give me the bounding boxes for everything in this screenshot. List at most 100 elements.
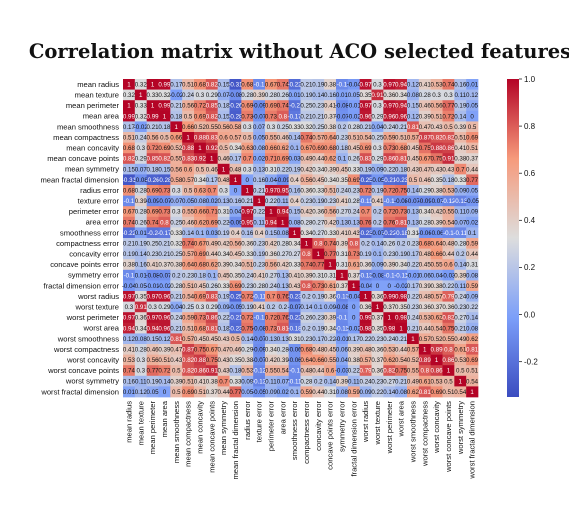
heatmap-cell (194, 174, 207, 186)
heatmap-cell (205, 354, 219, 366)
heatmap-cell (442, 206, 455, 218)
heatmap-cell (418, 238, 432, 249)
heatmap-cell (312, 110, 325, 122)
heatmap-cell (241, 132, 254, 143)
cell-value-label: 0.51 (241, 262, 254, 269)
cell-value-label: 0.24 (182, 92, 195, 99)
cell-value-label: 0.28 (135, 209, 148, 216)
cell-value-label: 0.69 (360, 145, 373, 152)
heatmap-cell (347, 163, 361, 175)
cell-value-label: 0.33 (454, 177, 467, 184)
heatmap-cell (182, 248, 195, 260)
cell-value-label: 0.16 (289, 188, 302, 195)
heatmap-cell (347, 354, 361, 366)
cell-value-label: 0.59 (466, 241, 479, 248)
cell-value-label: 0.47 (170, 347, 183, 354)
heatmap-cell (300, 259, 313, 271)
cell-value-label: -0.01 (335, 336, 350, 343)
cell-value-label: 0.04 (170, 304, 183, 311)
cell-value-label: 0.75 (206, 357, 219, 364)
cell-value-label: 0.07 (170, 198, 183, 205)
cell-value-label: 0.86 (442, 145, 455, 152)
heatmap-cell (336, 163, 349, 175)
heatmap-cell (194, 132, 207, 143)
cell-value-label: 0.13 (336, 219, 349, 226)
cell-value-label: -0.31 (228, 82, 243, 89)
cell-value-label: 0.28 (170, 283, 183, 290)
heatmap-cell (336, 206, 349, 218)
cell-value-label: 0.57 (419, 336, 432, 343)
heatmap-cell (383, 110, 396, 122)
heatmap-cell (205, 89, 219, 101)
heatmap-cell (300, 269, 313, 281)
heatmap-cell (170, 132, 183, 143)
cell-value-label: 0.69 (312, 145, 325, 152)
heatmap-cell (146, 132, 159, 143)
heatmap-cell (407, 248, 420, 260)
cell-value-label: 0.14 (454, 113, 467, 120)
row-tick-label: radius error (80, 186, 119, 195)
heatmap-cell (407, 132, 420, 143)
cell-value-label: 0.19 (312, 325, 325, 332)
cell-value-label: -0.13 (335, 294, 350, 301)
heatmap-cell (276, 248, 290, 260)
cell-value-label: 0.41 (123, 347, 136, 354)
cell-value-label: 0.6 (184, 166, 193, 173)
cell-value-label: 0.22 (360, 336, 373, 343)
heatmap-cell (158, 227, 171, 239)
colorbar-tick-label: 0.6 (524, 169, 536, 178)
heatmap-cell (336, 142, 349, 154)
heatmap-cell (407, 333, 420, 345)
cell-value-label: 0.56 (300, 177, 313, 184)
heatmap-cell (134, 195, 148, 207)
cell-value-label: 0.92 (206, 145, 219, 152)
cell-value-label: 1 (175, 124, 179, 131)
cell-value-label: 0.75 (431, 156, 444, 163)
heatmap-cell (395, 280, 408, 292)
cell-value-label: 0.12 (407, 113, 420, 120)
heatmap-cell (300, 132, 313, 143)
heatmap-cell (265, 227, 278, 239)
cell-value-label: 0.13 (348, 219, 361, 226)
cell-value-label: 0.26 (277, 92, 290, 99)
cell-value-label: 0.38 (324, 124, 337, 131)
cell-value-label: 1 (411, 336, 415, 343)
cell-value-label: 0.51 (454, 135, 467, 142)
cell-value-label: 0.39 (277, 357, 290, 364)
cell-value-label: 0.34 (324, 177, 337, 184)
heatmap-cell (418, 163, 432, 175)
heatmap-cell (253, 227, 266, 239)
cell-value-label: -0.06 (288, 357, 303, 364)
heatmap-cell (430, 301, 443, 313)
heatmap-cell (312, 248, 325, 260)
heatmap-cell (253, 248, 266, 260)
heatmap-cell (300, 100, 313, 112)
cell-value-label: 0.31 (336, 251, 349, 258)
heatmap-cell (347, 153, 361, 165)
cell-value-label: -0.1 (254, 82, 265, 89)
heatmap-cell (170, 195, 183, 207)
cell-value-label: -0.23 (288, 294, 303, 301)
heatmap-cell (241, 121, 254, 133)
cell-value-label: 0.61 (324, 283, 337, 290)
cell-value-label: 0.09 (454, 188, 467, 195)
cell-value-label: 0.24 (135, 135, 148, 142)
heatmap-cell (205, 110, 219, 122)
cell-value-label: -0.05 (465, 198, 480, 205)
cell-value-label: 0.23 (300, 336, 313, 343)
column-tick-label: mean fractal dimension (231, 401, 240, 480)
cell-value-label: 0.83 (206, 294, 219, 301)
heatmap-cell (359, 322, 372, 334)
cell-value-label: 0.31 (218, 209, 231, 216)
heatmap-cell (371, 153, 384, 165)
cell-value-label: 0.86 (431, 368, 444, 375)
heatmap-cell (217, 259, 230, 271)
heatmap-cell (229, 216, 242, 228)
cell-value-label: 0.73 (194, 315, 207, 322)
cell-value-label: 0.08 (407, 92, 420, 99)
heatmap-cell (442, 333, 455, 345)
column-tick-label: worst perimeter (385, 401, 394, 455)
cell-value-label: 0.67 (300, 145, 313, 152)
cell-value-label: 0.28 (300, 219, 313, 226)
heatmap-cell (229, 185, 242, 196)
